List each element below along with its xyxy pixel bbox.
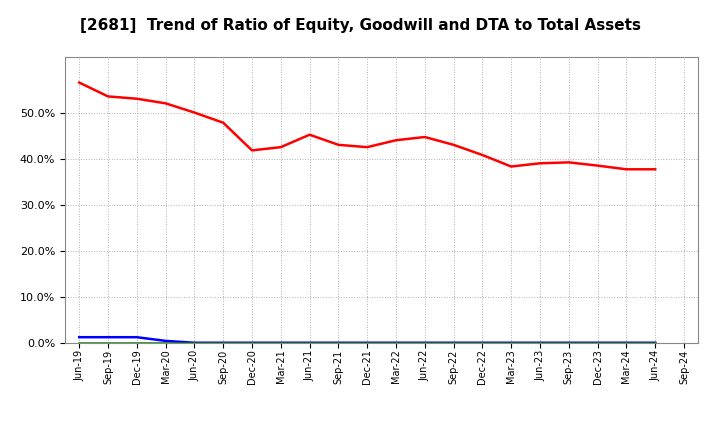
Line: Equity: Equity xyxy=(79,83,655,169)
Equity xyxy=(104,94,112,99)
Deferred Tax Assets xyxy=(132,340,141,345)
Deferred Tax Assets xyxy=(276,340,285,345)
Equity xyxy=(478,152,487,158)
Deferred Tax Assets xyxy=(651,340,660,345)
Deferred Tax Assets xyxy=(564,340,573,345)
Goodwill xyxy=(622,340,631,345)
Equity xyxy=(420,134,429,139)
Goodwill xyxy=(190,340,199,345)
Equity xyxy=(449,142,458,147)
Deferred Tax Assets xyxy=(622,340,631,345)
Deferred Tax Assets xyxy=(536,340,544,345)
Goodwill xyxy=(651,340,660,345)
Deferred Tax Assets xyxy=(161,340,170,345)
Equity xyxy=(132,96,141,101)
Goodwill xyxy=(248,340,256,345)
Goodwill xyxy=(420,340,429,345)
Equity xyxy=(219,120,228,125)
Goodwill xyxy=(276,340,285,345)
Deferred Tax Assets xyxy=(104,340,112,345)
Deferred Tax Assets xyxy=(420,340,429,345)
Equity xyxy=(305,132,314,137)
Deferred Tax Assets xyxy=(478,340,487,345)
Deferred Tax Assets xyxy=(449,340,458,345)
Equity xyxy=(334,142,343,147)
Equity xyxy=(536,161,544,166)
Equity xyxy=(507,164,516,169)
Goodwill xyxy=(334,340,343,345)
Equity xyxy=(593,163,602,168)
Equity xyxy=(161,101,170,106)
Deferred Tax Assets xyxy=(305,340,314,345)
Goodwill xyxy=(507,340,516,345)
Line: Goodwill: Goodwill xyxy=(79,337,655,343)
Goodwill xyxy=(132,334,141,340)
Goodwill xyxy=(392,340,400,345)
Deferred Tax Assets xyxy=(75,340,84,345)
Equity xyxy=(248,148,256,153)
Goodwill xyxy=(536,340,544,345)
Deferred Tax Assets xyxy=(334,340,343,345)
Equity xyxy=(276,144,285,150)
Equity xyxy=(392,138,400,143)
Deferred Tax Assets xyxy=(248,340,256,345)
Goodwill xyxy=(564,340,573,345)
Equity xyxy=(622,167,631,172)
Equity xyxy=(564,160,573,165)
Deferred Tax Assets xyxy=(219,340,228,345)
Goodwill xyxy=(305,340,314,345)
Goodwill xyxy=(363,340,372,345)
Equity xyxy=(190,110,199,115)
Deferred Tax Assets xyxy=(507,340,516,345)
Deferred Tax Assets xyxy=(190,340,199,345)
Equity xyxy=(75,80,84,85)
Goodwill xyxy=(161,338,170,344)
Goodwill xyxy=(593,340,602,345)
Text: [2681]  Trend of Ratio of Equity, Goodwill and DTA to Total Assets: [2681] Trend of Ratio of Equity, Goodwil… xyxy=(79,18,641,33)
Goodwill xyxy=(478,340,487,345)
Goodwill xyxy=(75,334,84,340)
Deferred Tax Assets xyxy=(392,340,400,345)
Equity xyxy=(363,144,372,150)
Deferred Tax Assets xyxy=(593,340,602,345)
Goodwill xyxy=(449,340,458,345)
Deferred Tax Assets xyxy=(363,340,372,345)
Goodwill xyxy=(104,334,112,340)
Goodwill xyxy=(219,340,228,345)
Equity xyxy=(651,167,660,172)
